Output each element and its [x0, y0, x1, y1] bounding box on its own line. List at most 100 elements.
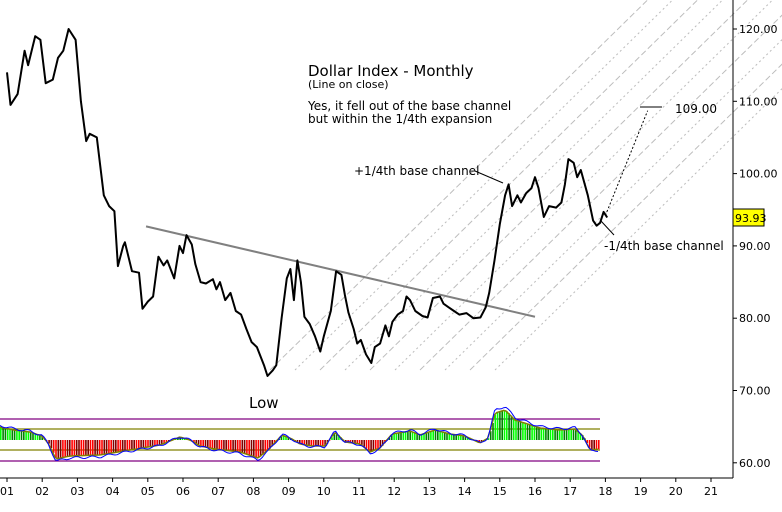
- channel-line: [444, 39, 782, 371]
- channel-line: [269, 0, 649, 371]
- histogram-bar: [437, 430, 439, 440]
- histogram-bar: [165, 440, 168, 443]
- x-tick-label: 14: [458, 485, 472, 498]
- histogram-bar: [142, 440, 145, 448]
- histogram-bar: [36, 434, 39, 440]
- histogram-bar: [443, 432, 446, 440]
- chart-subtitle: (Line on close): [308, 78, 389, 91]
- histogram-bar: [124, 440, 126, 451]
- histogram-bar: [216, 440, 218, 450]
- histogram-bar: [259, 440, 262, 457]
- histogram-bar: [301, 440, 303, 445]
- histogram-bar: [510, 415, 513, 440]
- histogram-bar: [317, 440, 319, 446]
- histogram-bar: [52, 440, 55, 453]
- histogram-bar: [18, 430, 20, 440]
- histogram-bar: [565, 429, 568, 440]
- histogram-bar: [508, 413, 510, 440]
- histogram-bar: [202, 440, 204, 447]
- channel-line: [369, 0, 749, 371]
- histogram-bar: [542, 428, 545, 440]
- histogram-bar: [13, 429, 16, 440]
- histogram-bar: [133, 440, 135, 450]
- y-tick-label: 110.00: [739, 95, 778, 108]
- histogram-bar: [570, 429, 572, 440]
- histogram-bar: [135, 440, 138, 450]
- histogram-bar: [11, 429, 14, 440]
- histogram-bar: [55, 440, 57, 458]
- histogram-bar: [151, 440, 154, 447]
- trendline: [145, 225, 536, 318]
- downward-trendline: [145, 225, 536, 318]
- histogram-bar: [255, 440, 257, 458]
- minus-quarter-pointer: [600, 220, 615, 236]
- histogram-bar: [411, 431, 414, 440]
- histogram-bar: [266, 440, 269, 451]
- histogram-bar: [595, 440, 598, 450]
- channel-line: [419, 14, 782, 371]
- histogram-bar: [115, 440, 117, 453]
- histogram-bar: [356, 440, 359, 444]
- histogram-bar: [499, 411, 501, 440]
- histogram-bar: [66, 440, 69, 457]
- histogram-bar: [0, 427, 2, 440]
- x-tick-label: 05: [141, 485, 155, 498]
- histogram-bar: [374, 440, 377, 451]
- x-tick-label: 20: [669, 485, 683, 498]
- channel-line: [394, 0, 774, 371]
- histogram-bar: [457, 435, 460, 440]
- histogram-bar: [397, 433, 400, 440]
- histogram-bar: [213, 440, 216, 449]
- histogram-bar: [349, 440, 352, 443]
- histogram-bar: [112, 440, 115, 453]
- histogram-bar: [29, 431, 32, 440]
- histogram-bar: [303, 440, 306, 445]
- histogram-bar: [365, 440, 368, 449]
- histogram-bar: [78, 440, 80, 456]
- histogram-bar: [101, 440, 103, 455]
- projection-line: [604, 106, 662, 216]
- histogram-bar: [533, 425, 536, 440]
- histogram-bar: [126, 440, 129, 451]
- y-tick-label: 90.00: [739, 240, 771, 253]
- histogram-bar: [492, 423, 494, 440]
- histogram-bar: [526, 423, 529, 440]
- histogram-bar: [147, 440, 149, 448]
- histogram-bar: [149, 440, 152, 447]
- histogram-bar: [377, 440, 379, 450]
- x-tick-label: 13: [422, 485, 436, 498]
- histogram-bar: [558, 429, 561, 440]
- histogram-bar: [117, 440, 119, 453]
- minus-quarter-label: -1/4th base channel: [604, 239, 724, 253]
- x-tick-label: 01: [0, 485, 14, 498]
- histogram-bar: [75, 440, 78, 456]
- histogram-bar: [64, 440, 66, 458]
- axes: 120.00 110.00 100.00 90.00 80.00 70.00 60.00 01…: [0, 0, 778, 498]
- histogram-bar: [464, 435, 467, 440]
- y-tick-label: 60.00: [739, 457, 771, 470]
- histogram-bar: [234, 440, 237, 452]
- histogram-bar: [9, 428, 11, 440]
- histogram-bar: [103, 440, 106, 455]
- price-line: [6, 28, 609, 377]
- histogram-bar: [282, 435, 285, 440]
- histogram-bar: [105, 440, 108, 455]
- histogram-bar: [193, 440, 195, 442]
- histogram-bar: [556, 429, 559, 440]
- histogram-bar: [577, 431, 579, 440]
- histogram-bar: [269, 440, 271, 449]
- histogram-bar: [354, 440, 356, 444]
- x-tick-label: 16: [528, 485, 542, 498]
- histogram-bar: [225, 440, 227, 451]
- histogram-bar: [71, 440, 73, 456]
- histogram-bar: [94, 440, 96, 456]
- histogram-bar: [400, 432, 402, 440]
- x-tick-label: 21: [704, 485, 718, 498]
- histogram-bar: [223, 440, 225, 450]
- histogram-bar: [372, 440, 375, 451]
- histogram-bar: [381, 440, 384, 446]
- histogram-bar: [195, 440, 198, 444]
- histogram-bar: [236, 440, 239, 452]
- histogram-bar: [404, 431, 407, 440]
